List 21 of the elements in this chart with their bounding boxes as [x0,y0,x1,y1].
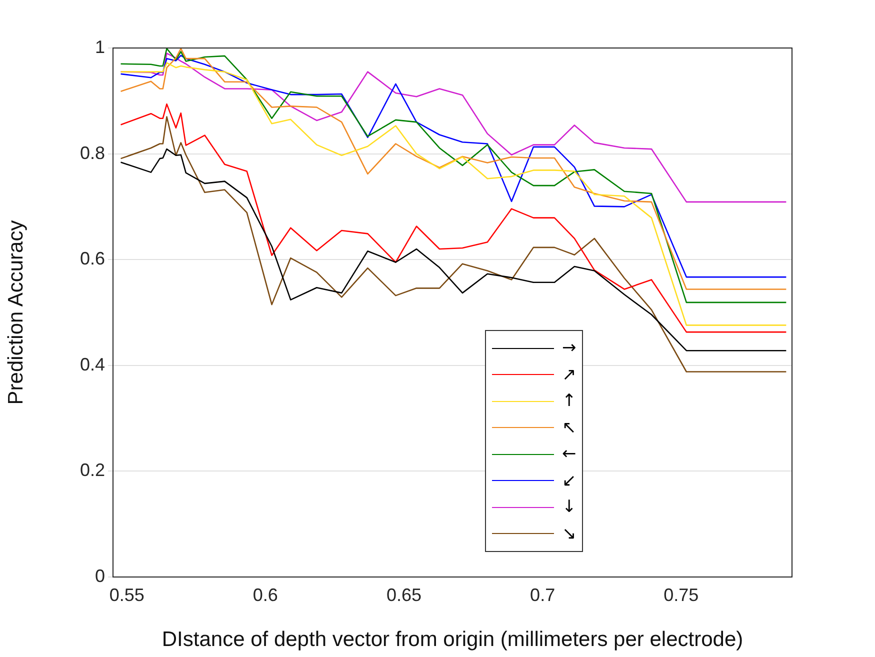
x-tick-label: 0.65 [386,584,422,605]
y-tick-label: 1 [94,36,105,57]
y-tick-label: 0.4 [80,354,105,374]
legend-label: ← [562,444,576,464]
legend-label: ↙ [562,470,576,491]
y-tick-label: 0.2 [80,460,105,480]
x-tick-label: 0.7 [530,584,556,605]
legend-label: ↖ [562,418,576,438]
y-tick-label: 0 [94,566,105,586]
x-tick-label: 0.6 [252,584,278,605]
legend-label: ↓ [562,497,576,518]
legend-label: ↑ [562,391,576,412]
legend-label: ↘ [562,524,576,544]
legend-label: → [562,338,576,358]
x-tick-label: 0.75 [664,584,699,605]
y-tick-label: 0.6 [80,248,105,269]
x-axis-title: DIstance of depth vector from origin (millimeters per electrode) [162,628,744,652]
legend-label: ↗ [562,364,576,385]
y-tick-label: 0.8 [80,142,105,163]
x-tick-label: 0.55 [109,584,144,605]
y-axis-title: Prediction Accuracy [4,220,28,405]
